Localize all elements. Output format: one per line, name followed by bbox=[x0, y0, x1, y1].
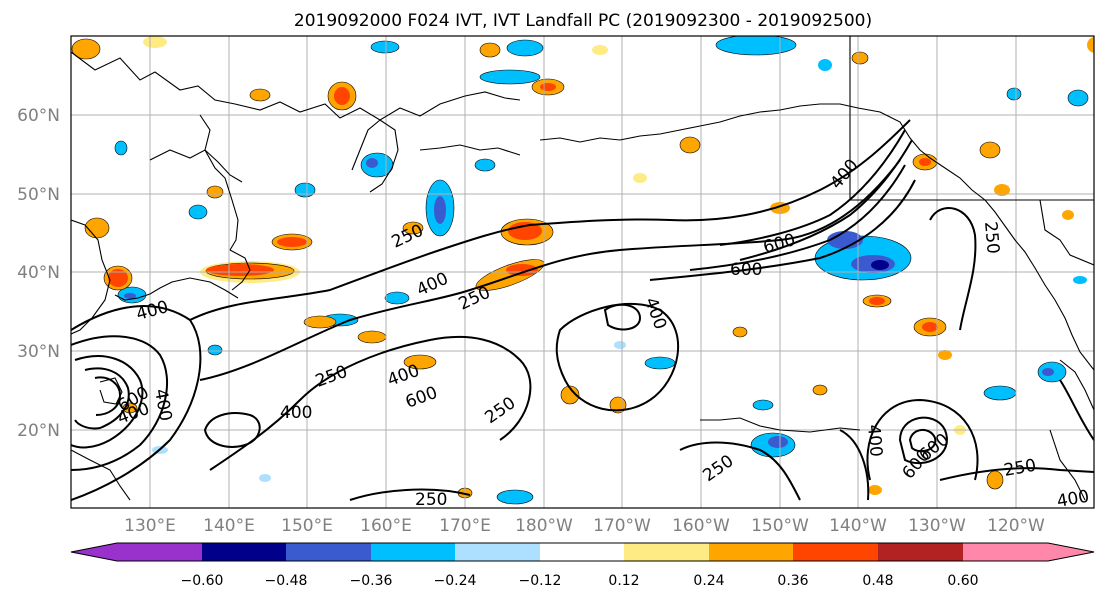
lon-label: 140°E bbox=[203, 516, 255, 536]
colorbar-tick-label: 0.24 bbox=[693, 573, 724, 589]
figure-title: 2019092000 F024 IVT, IVT Landfall PC (20… bbox=[294, 11, 872, 31]
colorbar-ticks: −0.60 −0.48 −0.36 −0.24 −0.12 0.12 0.24 … bbox=[181, 573, 979, 589]
colorbar-tick-label: 0.36 bbox=[777, 573, 808, 589]
lon-label: 160°E bbox=[360, 516, 412, 536]
colorbar-tick-label: 0.48 bbox=[862, 573, 893, 589]
contour-label: 400 bbox=[1055, 487, 1090, 512]
colorbar-tick-label: −0.36 bbox=[350, 573, 393, 589]
latitude-labels: 60°N 50°N 40°N 30°N 20°N bbox=[17, 106, 60, 441]
colorbar-segment bbox=[455, 543, 540, 561]
colorbar-segment bbox=[963, 543, 1048, 561]
colorbar-tick-label: −0.48 bbox=[265, 573, 308, 589]
lon-label: 180°W bbox=[515, 516, 573, 536]
lat-label: 40°N bbox=[17, 263, 60, 283]
colorbar-low-extend bbox=[71, 543, 117, 561]
lon-label: 150°W bbox=[751, 516, 809, 536]
lat-label: 50°N bbox=[17, 185, 60, 205]
colorbar-segment bbox=[540, 543, 624, 561]
ivt-anomaly-shading bbox=[71, 36, 1094, 505]
contour-label: 400 bbox=[280, 403, 312, 423]
map-panel: 250 400 600 250 400 600 400 250 400 600 … bbox=[70, 35, 1095, 512]
colorbar-segment bbox=[202, 543, 286, 561]
contour-label: 400 bbox=[863, 424, 886, 458]
colorbar-segment bbox=[793, 543, 878, 561]
lat-label: 60°N bbox=[17, 106, 60, 126]
contour-label: 600 bbox=[730, 260, 762, 280]
colorbar-segment bbox=[709, 543, 793, 561]
colorbar-tick-label: −0.60 bbox=[181, 573, 224, 589]
contour-label: 250 bbox=[415, 490, 447, 510]
longitude-labels: 130°E 140°E 150°E 160°E 170°E 180°W 170°… bbox=[124, 516, 1045, 536]
colorbar-outline bbox=[70, 542, 1095, 562]
colorbar-tick-label: 0.12 bbox=[608, 573, 639, 589]
lon-label: 150°E bbox=[281, 516, 333, 536]
colorbar-segment bbox=[117, 543, 202, 561]
colorbar-tick-label: −0.12 bbox=[519, 573, 562, 589]
map-frame bbox=[70, 35, 1095, 509]
colorbar-segment bbox=[878, 543, 963, 561]
lon-label: 170°W bbox=[593, 516, 651, 536]
colorbar-tick-label: −0.24 bbox=[434, 573, 477, 589]
lon-label: 160°W bbox=[672, 516, 730, 536]
ivt-contours bbox=[71, 119, 1094, 501]
lat-label: 20°N bbox=[17, 421, 60, 441]
lon-label: 130°W bbox=[908, 516, 966, 536]
positive-anomaly-patches bbox=[71, 36, 1094, 499]
colorbar-segment bbox=[624, 543, 709, 561]
lon-label: 170°E bbox=[439, 516, 491, 536]
lon-label: 140°W bbox=[829, 516, 887, 536]
contour-label: 250 bbox=[980, 221, 1003, 255]
colorbar-high-extend bbox=[1048, 543, 1094, 561]
lon-label: 130°E bbox=[124, 516, 176, 536]
colorbar-tick-label: 0.60 bbox=[947, 573, 978, 589]
lat-label: 30°N bbox=[17, 342, 60, 362]
gridlines bbox=[71, 36, 1094, 508]
colorbar-segment bbox=[371, 543, 455, 561]
lon-label: 120°W bbox=[987, 516, 1045, 536]
colorbar bbox=[70, 542, 1095, 562]
colorbar-segment bbox=[286, 543, 371, 561]
